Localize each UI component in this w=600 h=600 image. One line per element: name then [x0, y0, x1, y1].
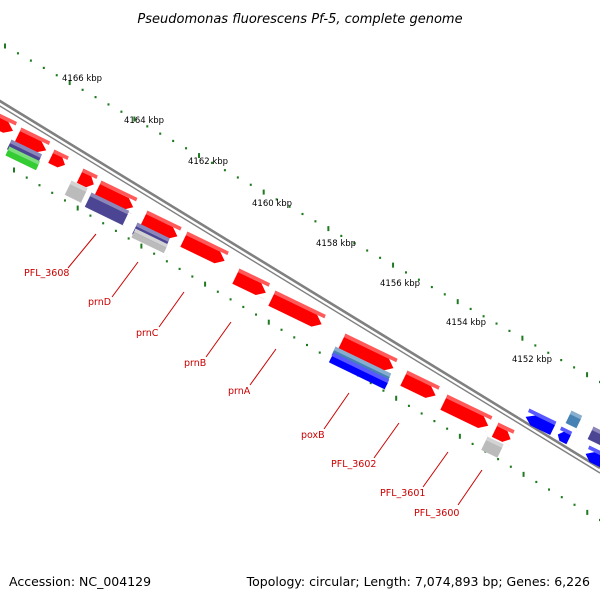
gene-label-leader: [158, 291, 185, 328]
tick-marks: [4, 43, 600, 522]
gene-labels: PFL_3608 prnD prnC prnB prnA poxB PFL_3602 PFL_…: [24, 233, 483, 519]
gene-label-group: PFL_3602: [331, 422, 400, 470]
gene-label: prnD: [88, 297, 111, 308]
gene-label-group: prnC: [136, 291, 185, 339]
cds-feature: [491, 422, 515, 446]
scale-label: 4154 kbp: [446, 318, 486, 328]
misc-feature: [587, 426, 600, 446]
misc-feature: [328, 352, 390, 391]
gene-label-group: PFL_3601: [380, 451, 449, 499]
scale-label: 4152 kbp: [512, 355, 552, 365]
gene-label: PFL_3600: [414, 508, 459, 519]
cds-feature: [0, 113, 17, 138]
misc-feature: [64, 180, 88, 204]
cds-feature: [440, 394, 493, 433]
scale-label: 4160 kbp: [252, 199, 292, 209]
scale-label: 4162 kbp: [188, 157, 228, 167]
genome-info-text: Topology: circular; Length: 7,074,893 bp…: [246, 574, 590, 589]
cds-feature: [338, 333, 398, 375]
scale-labels: 4166 kbp 4164 kbp 4162 kbp 4160 kbp 4158 kbp…: [62, 74, 552, 365]
gene-label-group: poxB: [301, 392, 350, 441]
gene-label-group: prnA: [228, 348, 277, 397]
misc-feature: [481, 436, 504, 459]
map-title: Pseudomonas fluorescens Pf-5, complete g…: [137, 12, 462, 27]
cds-feature: [268, 290, 326, 332]
gene-label: poxB: [301, 430, 325, 441]
features: [0, 113, 600, 468]
backbone-line-outer: [0, 99, 600, 470]
gene-label-leader: [323, 392, 350, 430]
scale-label: 4156 kbp: [380, 279, 420, 289]
gene-label: prnA: [228, 386, 251, 397]
cds-feature: [523, 408, 557, 436]
misc-feature: [5, 146, 40, 172]
cds-feature: [140, 210, 182, 244]
cds-feature: [14, 127, 51, 157]
gene-label-group: PFL_3600: [414, 469, 483, 519]
misc-feature: [565, 410, 583, 430]
cds-feature: [583, 445, 600, 468]
accession-text: Accession: NC_004129: [9, 574, 152, 589]
gene-label-leader: [249, 348, 277, 386]
gene-label-leader: [205, 321, 232, 358]
misc-feature: [131, 228, 168, 255]
scale-label: 4164 kbp: [124, 116, 164, 126]
gene-label: PFL_3602: [331, 459, 376, 470]
gene-label-leader: [67, 233, 97, 269]
gene-label-group: prnD: [88, 261, 139, 308]
cds-feature: [400, 370, 440, 403]
gene-label: prnC: [136, 328, 159, 339]
misc-feature: [84, 192, 130, 227]
scale-label: 4166 kbp: [62, 74, 102, 84]
gene-label-group: PFL_3608: [24, 233, 97, 279]
gene-label: PFL_3608: [24, 268, 69, 279]
gene-label-leader: [457, 469, 483, 506]
gene-label-leader: [111, 261, 139, 298]
inner-tick-row: [13, 167, 600, 522]
gene-label-leader: [373, 422, 400, 459]
gene-label-leader: [422, 451, 449, 488]
gene-label: PFL_3601: [380, 488, 425, 499]
cds-feature: [48, 149, 69, 171]
cds-feature: [232, 268, 270, 300]
cds-feature: [555, 426, 573, 446]
cds-feature: [180, 231, 229, 268]
outer-tick-row: [4, 43, 600, 384]
gene-label: prnB: [184, 358, 206, 369]
scale-label: 4158 kbp: [316, 239, 356, 249]
cds-feature: [76, 168, 98, 191]
backbone-line-inner: [0, 105, 600, 474]
gene-label-group: prnB: [184, 321, 232, 369]
genome-backbone: [0, 99, 600, 474]
